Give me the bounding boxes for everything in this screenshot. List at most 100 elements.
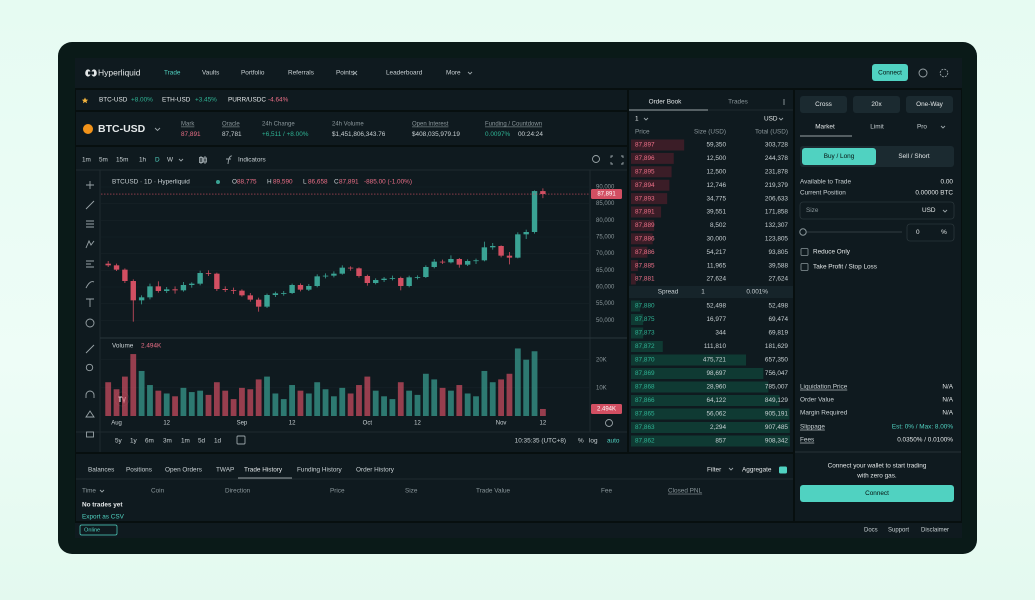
crosshair-tool[interactable] xyxy=(86,181,94,189)
interval[interactable]: W xyxy=(167,157,174,164)
interval[interactable]: 1h xyxy=(139,157,147,164)
interval[interactable]: D xyxy=(155,157,160,164)
tab[interactable]: Trades xyxy=(728,99,748,106)
status-text: Online xyxy=(84,527,100,533)
y-tick-label: 60,000 xyxy=(596,285,615,291)
nav-item[interactable]: More xyxy=(446,70,461,77)
order-type-tab[interactable]: Market xyxy=(815,124,835,131)
nav-item[interactable]: Leaderboard xyxy=(386,70,423,77)
volume-bar xyxy=(314,382,321,416)
magnet-tool[interactable] xyxy=(85,390,95,398)
buy-button[interactable] xyxy=(802,148,876,165)
footer-link[interactable]: Disclaimer xyxy=(921,528,949,534)
book-total: 93,805 xyxy=(768,249,788,256)
info-value: 0.00000 BTC xyxy=(915,190,953,197)
percent-input[interactable] xyxy=(906,223,955,242)
sell-label[interactable]: Sell / Short xyxy=(898,153,929,160)
range[interactable]: 3m xyxy=(163,438,172,445)
footer-link[interactable]: Docs xyxy=(864,528,878,534)
calendar-icon[interactable] xyxy=(236,435,246,445)
interval[interactable]: 15m xyxy=(116,157,128,164)
checkbox[interactable] xyxy=(800,263,809,271)
lock-draw-tool[interactable] xyxy=(85,410,95,418)
scale-option[interactable]: log xyxy=(589,438,598,445)
range[interactable]: 1d xyxy=(214,438,222,445)
option-label[interactable]: Cross xyxy=(815,101,832,108)
scale-option[interactable]: auto xyxy=(607,438,620,445)
market-symbol[interactable]: BTC-USD xyxy=(98,123,146,135)
buy-label[interactable]: Buy / Long xyxy=(824,153,855,160)
projection-tool[interactable] xyxy=(86,260,94,268)
candle-body xyxy=(239,290,245,296)
fx-icon[interactable] xyxy=(226,155,233,165)
camera-icon[interactable] xyxy=(592,155,600,163)
bottom-tab[interactable]: TWAP xyxy=(216,467,234,474)
size-unit[interactable]: USD xyxy=(922,207,936,214)
connect-button[interactable] xyxy=(872,64,908,81)
volume-bar xyxy=(464,393,471,416)
nav-item[interactable]: Referrals xyxy=(288,70,314,77)
candle-body xyxy=(373,280,379,283)
range[interactable]: 6m xyxy=(145,438,154,445)
fib-tool[interactable] xyxy=(86,220,94,228)
option-label[interactable]: One-Way xyxy=(916,101,944,108)
ruler-tool[interactable] xyxy=(85,344,95,354)
filter[interactable]: Filter xyxy=(707,467,722,474)
range[interactable]: 1y xyxy=(130,438,138,445)
export-link[interactable]: Export as CSV xyxy=(82,514,125,521)
interval[interactable]: 5m xyxy=(99,157,108,164)
option-button[interactable] xyxy=(800,96,847,113)
star-icon[interactable] xyxy=(81,97,89,104)
y-tick-label: 75,000 xyxy=(596,235,615,241)
bottom-tab[interactable]: Trade History xyxy=(244,467,283,474)
globe-icon[interactable] xyxy=(918,68,928,78)
bottom-tab[interactable]: Positions xyxy=(126,467,152,474)
ticker-symbol[interactable]: BTC-USD xyxy=(99,97,128,104)
bottom-tab[interactable]: Balances xyxy=(88,467,114,474)
brush-tool[interactable] xyxy=(85,281,95,289)
volume-bar xyxy=(431,379,438,416)
fullscreen-icon[interactable] xyxy=(610,155,624,165)
option-button[interactable] xyxy=(853,96,900,113)
candle-style-icon[interactable] xyxy=(199,156,207,164)
nav-item[interactable]: Trade xyxy=(164,70,181,77)
settings-icon[interactable] xyxy=(939,68,949,78)
volume-bar xyxy=(481,370,488,416)
toggle[interactable] xyxy=(779,466,787,474)
ticker-symbol[interactable]: ETH-USD xyxy=(162,97,191,104)
range[interactable]: 5y xyxy=(115,438,123,445)
emoji-tool[interactable] xyxy=(85,318,95,328)
tab[interactable]: Order Book xyxy=(649,99,682,106)
slider-knob[interactable] xyxy=(799,228,807,236)
nav-item[interactable]: Points xyxy=(336,70,354,77)
checkbox[interactable] xyxy=(800,248,809,256)
size-input[interactable] xyxy=(799,201,955,220)
unit-select[interactable]: USD xyxy=(764,116,778,123)
option-button[interactable] xyxy=(906,96,953,113)
scale-option[interactable]: % xyxy=(578,438,584,445)
order-type-tab[interactable]: Limit xyxy=(870,124,884,131)
option-label[interactable]: 20x xyxy=(871,101,882,108)
footer-link[interactable]: Support xyxy=(888,528,909,534)
connect-label[interactable]: Connect xyxy=(865,490,889,497)
nav-item[interactable]: Portfolio xyxy=(241,70,265,77)
connect-button[interactable] xyxy=(800,485,954,502)
pattern-tool[interactable] xyxy=(85,239,95,249)
zoom-tool[interactable] xyxy=(85,363,94,372)
lock-tool[interactable] xyxy=(86,431,94,438)
range[interactable]: 5d xyxy=(198,438,206,445)
ticker-symbol[interactable]: PURR/USDC xyxy=(228,97,266,104)
bottom-tab[interactable]: Open Orders xyxy=(165,467,202,474)
interval[interactable]: 1m xyxy=(82,157,91,164)
bottom-tab[interactable]: Funding History xyxy=(297,467,343,474)
grouping[interactable]: 1 xyxy=(635,116,639,123)
connect-label[interactable]: Connect xyxy=(878,70,902,77)
indicators-button[interactable]: Indicators xyxy=(238,157,266,164)
nav-item[interactable]: Vaults xyxy=(202,70,219,77)
range[interactable]: 1m xyxy=(181,438,190,445)
settings-icon[interactable] xyxy=(605,419,613,427)
trendline-tool[interactable] xyxy=(85,200,95,210)
bottom-tab[interactable]: Order History xyxy=(356,467,395,474)
order-type-tab[interactable]: Pro xyxy=(917,124,927,131)
text-tool[interactable] xyxy=(86,298,94,307)
